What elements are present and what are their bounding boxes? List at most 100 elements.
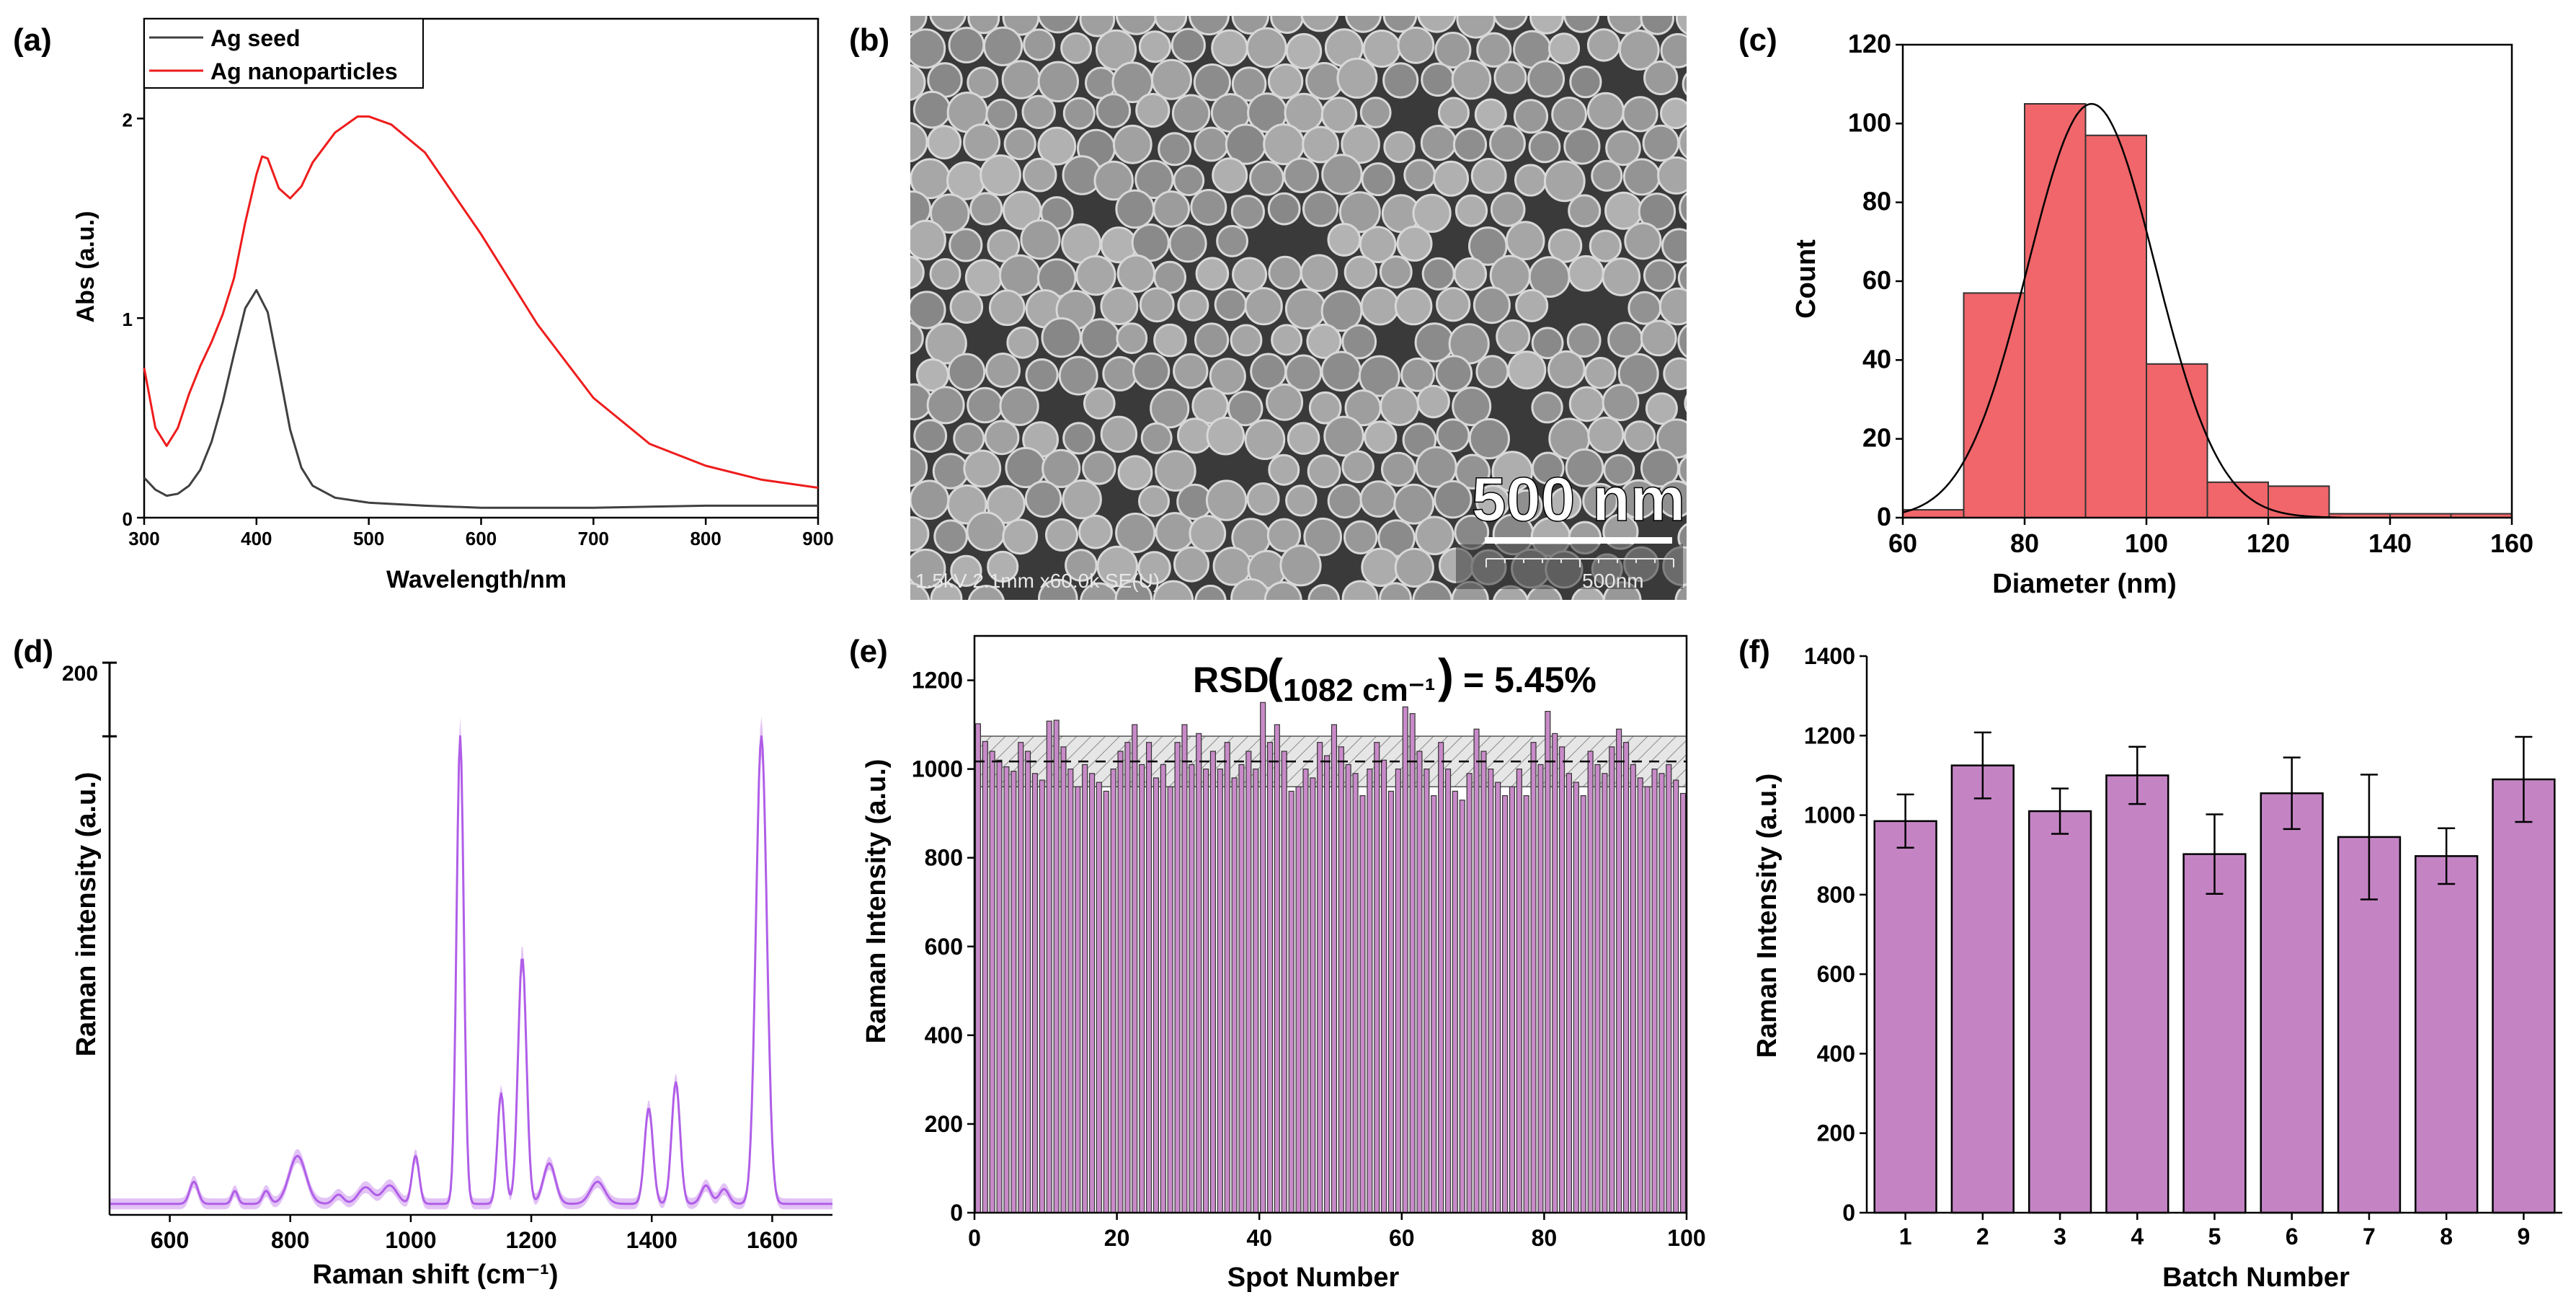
spot-bar [1345,764,1351,1213]
panel-label-a: (a) [13,22,52,58]
sem-particle [969,192,1003,226]
x-tick-label-f: 4 [2131,1224,2144,1249]
sem-particle [1209,358,1246,395]
sem-particle [1006,326,1039,359]
sem-particle [1115,16,1158,35]
sem-particle [1417,16,1457,33]
sem-particle [1328,614,1359,645]
sem-particle [1679,192,1687,224]
sem-particle [1640,16,1675,35]
sem-particle [1618,30,1660,71]
legend-a-nano-label: Ag nanoparticles [210,58,398,84]
sem-particle [1174,616,1207,649]
sem-particle [1287,422,1320,455]
sem-particle [1493,16,1528,30]
x-tick-label-d: 1600 [747,1227,798,1253]
spot-bar [1253,769,1259,1213]
spot-bar [1152,777,1160,1213]
sem-particle [1660,97,1687,130]
sem-particle [1024,480,1062,518]
y-tick-label-f: 1200 [1804,722,1855,748]
spot-bar [1630,764,1636,1213]
sem-particle [1336,57,1378,99]
y-tick-label-e: 200 [925,1111,963,1137]
sem-particle [1155,512,1195,552]
batch-bar [1950,764,2015,1214]
sem-particle [946,161,985,200]
sem-particle [1002,518,1039,555]
sem-particle [1307,584,1341,600]
sem-particle [1214,288,1248,322]
spot-bar [1145,742,1152,1213]
spot-bar [1331,724,1338,1213]
sem-particle [1732,479,1772,519]
sem-particle [1116,322,1148,355]
spectrum-error-band [110,717,832,1210]
spot-bar [1266,742,1274,1213]
sem-particle [1137,551,1171,585]
sem-particle [963,123,1001,162]
sem-particle [1420,125,1457,162]
sem-particle [1565,448,1604,487]
y-tick-label-e: 400 [925,1022,963,1048]
sem-particle [1528,130,1561,164]
panel-label-f: (f) [1738,634,1770,669]
sem-particle [1624,222,1662,260]
sem-particle [1568,255,1604,292]
sem-particle [1045,518,1078,552]
sem-particle [1095,29,1137,71]
y-tick-label-c: 120 [1848,29,1891,58]
sem-particle [1674,583,1687,600]
sem-particle [1364,420,1398,454]
sem-particle [1041,448,1081,488]
spot-bar [1053,720,1060,1213]
sem-particle [1394,547,1434,588]
histogram-bar [2084,134,2147,518]
panel-label-c: (c) [1738,22,1777,58]
sem-particle [1473,286,1511,324]
sem-particle [1112,124,1152,164]
sem-particle [1284,354,1323,392]
histogram-bar [1902,509,1965,518]
sem-particle [1246,482,1280,516]
sem-particle [1736,163,1772,198]
spot-bar [1260,702,1266,1213]
x-tick-label-a: 800 [690,528,721,549]
sem-particle [1529,16,1564,35]
sem-particle [1206,416,1245,456]
y-tick-label-f: 0 [1842,1200,1855,1226]
sem-particle [1250,616,1282,649]
y-tick-label-a: 2 [123,109,133,130]
x-tick-label-a: 600 [466,528,497,549]
sem-particle [1398,618,1430,650]
sem-particle [910,322,924,355]
sem-particle [1268,255,1302,290]
sem-particle [1037,16,1079,34]
spot-bar [1488,769,1494,1213]
sem-particle [1249,160,1284,196]
sem-particle [1393,483,1435,525]
batch-bar [2105,774,2169,1214]
sem-particle [1414,322,1455,363]
sem-particle [1589,229,1622,262]
sem-particle [1320,350,1362,392]
sem-particle [910,479,950,520]
sem-particle [1116,254,1156,293]
chart-a-absorbance: 300 400 500 600 700 800 900 0 1 2 [123,17,834,549]
sem-particle [1102,355,1138,392]
sem-particle [1115,189,1155,229]
sem-particle [1100,287,1139,325]
sem-particle [1403,159,1436,192]
axis-title-f-y: Raman Intensity (a.u.) [1752,774,1782,1058]
spot-bar [1046,720,1052,1213]
histogram-bar [2146,363,2208,518]
sem-particle [953,619,983,649]
sem-particle [1452,128,1488,162]
spot-bar [1516,769,1522,1213]
sem-particle [1343,520,1378,554]
sem-particle [1152,580,1194,600]
spot-bar [1480,751,1487,1213]
spot-bar [1438,742,1444,1213]
sem-particle [1212,157,1248,194]
sem-particle [1474,98,1507,131]
